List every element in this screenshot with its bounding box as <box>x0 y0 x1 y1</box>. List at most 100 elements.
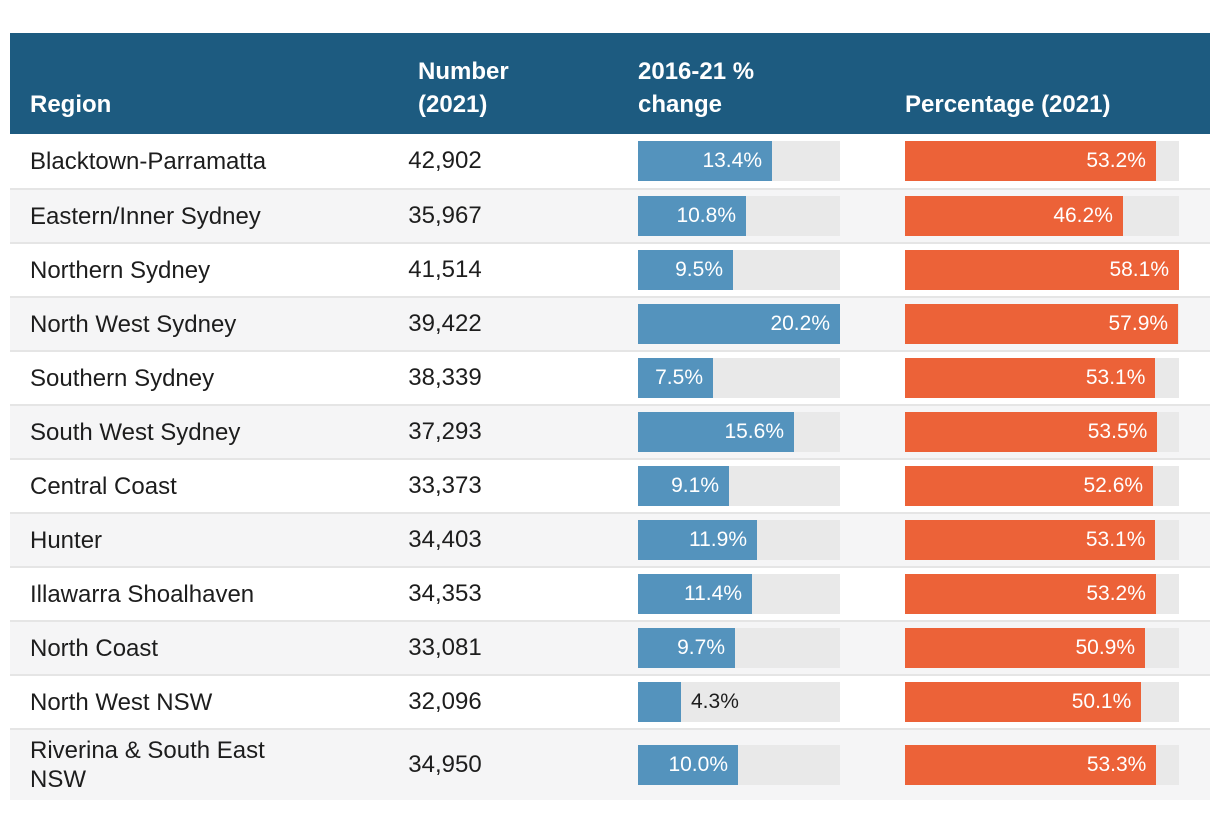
percentage-bar: 58.1% <box>905 250 1179 290</box>
table-row: North West NSW 32,096 4.3% 50.1% <box>10 674 1210 728</box>
number-value: 34,950 <box>408 751 482 778</box>
number-value: 33,081 <box>408 634 482 661</box>
number-value: 37,293 <box>408 418 482 445</box>
percentage-bar-track: 53.1% <box>905 358 1179 398</box>
percentage-bar-label: 50.9% <box>1075 636 1136 659</box>
table-header-row: Region Number (2021) 2016-21 % change Pe… <box>10 33 1210 134</box>
change-bar: 9.5% <box>638 250 733 290</box>
change-bar-track: 4.3% <box>638 682 840 722</box>
change-bar-label: 10.0% <box>668 753 728 776</box>
change-bar-track: 11.4% <box>638 574 840 614</box>
table-row: Southern Sydney 38,339 7.5% 53.1% <box>10 350 1210 404</box>
percentage-bar-track: 50.1% <box>905 682 1179 722</box>
number-value: 34,403 <box>408 526 482 553</box>
region-name: North West NSW <box>30 688 213 716</box>
table-body: Blacktown-Parramatta 42,902 13.4% 53.2% … <box>10 134 1210 800</box>
table-row: Hunter 34,403 11.9% 53.1% <box>10 512 1210 566</box>
table-row: Northern Sydney 41,514 9.5% 58.1% <box>10 242 1210 296</box>
number-value: 42,902 <box>408 147 482 174</box>
change-bar-label: 11.9% <box>689 528 747 551</box>
percentage-bar-label: 53.3% <box>1086 753 1147 776</box>
region-name: Northern Sydney <box>30 256 211 284</box>
number-value: 35,967 <box>408 202 482 229</box>
table-row: Riverina & South East NSW 34,950 10.0% 5… <box>10 728 1210 800</box>
table-row: North West Sydney 39,422 20.2% 57.9% <box>10 296 1210 350</box>
percentage-bar-track: 53.5% <box>905 412 1179 452</box>
change-bar: 11.9% <box>638 520 757 560</box>
table-row: North Coast 33,081 9.7% 50.9% <box>10 620 1210 674</box>
change-bar-label: 13.4% <box>702 149 762 172</box>
percentage-bar-track: 58.1% <box>905 250 1179 290</box>
change-bar-track: 9.7% <box>638 628 840 668</box>
change-bar-label: 11.4% <box>684 582 742 605</box>
change-bar-track: 13.4% <box>638 141 840 181</box>
region-name: Blacktown-Parramatta <box>30 147 267 175</box>
region-name: Riverina & South East NSW <box>30 737 265 793</box>
percentage-bar-track: 53.1% <box>905 520 1179 560</box>
header-change: 2016-21 % change <box>638 58 755 118</box>
percentage-bar: 53.5% <box>905 412 1158 452</box>
percentage-bar: 53.1% <box>905 520 1156 560</box>
percentage-bar-track: 50.9% <box>905 628 1179 668</box>
region-name: Eastern/Inner Sydney <box>30 202 261 230</box>
header-number: Number (2021) <box>418 58 509 118</box>
change-bar-label: 7.5% <box>655 366 703 389</box>
change-bar-track: 9.5% <box>638 250 840 290</box>
percentage-bar-track: 52.6% <box>905 466 1179 506</box>
percentage-bar: 46.2% <box>905 196 1123 236</box>
region-name: Southern Sydney <box>30 364 215 392</box>
table-row: Illawarra Shoalhaven 34,353 11.4% 53.2% <box>10 566 1210 620</box>
region-name: Illawarra Shoalhaven <box>30 580 255 608</box>
change-bar: 10.0% <box>638 745 738 785</box>
change-bar: 13.4% <box>638 141 772 181</box>
percentage-bar-track: 46.2% <box>905 196 1179 236</box>
percentage-bar-track: 57.9% <box>905 304 1179 344</box>
change-bar-label: 20.2% <box>770 312 830 335</box>
percentage-bar-track: 53.2% <box>905 574 1179 614</box>
number-value: 34,353 <box>408 580 482 607</box>
number-value: 32,096 <box>408 688 482 715</box>
change-bar: 20.2% <box>638 304 840 344</box>
change-bar: 10.8% <box>638 196 746 236</box>
number-value: 38,339 <box>408 364 482 391</box>
change-bar-label: 4.3% <box>691 690 739 713</box>
number-value: 41,514 <box>408 256 482 283</box>
change-bar: 7.5% <box>638 358 713 398</box>
change-bar-label: 10.8% <box>676 204 736 227</box>
change-bar: 15.6% <box>638 412 794 452</box>
percentage-bar-label: 50.1% <box>1071 690 1132 713</box>
percentage-bar: 53.1% <box>905 358 1156 398</box>
header-region: Region <box>30 91 112 118</box>
percentage-bar: 53.2% <box>905 574 1156 614</box>
table-row: Central Coast 33,373 9.1% 52.6% <box>10 458 1210 512</box>
percentage-bar-label: 53.2% <box>1086 149 1146 172</box>
change-bar-track: 11.9% <box>638 520 840 560</box>
percentage-bar-track: 53.3% <box>905 745 1179 785</box>
region-name: Central Coast <box>30 472 177 500</box>
regions-data-table: Region Number (2021) 2016-21 % change Pe… <box>10 33 1210 800</box>
percentage-bar-label: 58.1% <box>1109 258 1169 281</box>
percentage-bar: 50.9% <box>905 628 1146 668</box>
change-bar-track: 9.1% <box>638 466 840 506</box>
percentage-bar-label: 53.2% <box>1086 582 1146 605</box>
percentage-bar-label: 53.1% <box>1085 528 1146 551</box>
change-bar-track: 20.2% <box>638 304 840 344</box>
change-bar: 11.4% <box>638 574 752 614</box>
region-name: South West Sydney <box>30 418 241 446</box>
percentage-bar: 52.6% <box>905 466 1154 506</box>
percentage-bar-label: 46.2% <box>1053 204 1113 227</box>
change-bar: 4.3% <box>638 682 739 722</box>
percentage-bar-track: 53.2% <box>905 141 1179 181</box>
region-name: North West Sydney <box>30 310 237 338</box>
change-bar-label: 15.6% <box>724 420 784 443</box>
percentage-bar: 53.3% <box>905 745 1157 785</box>
region-name: Hunter <box>30 526 103 554</box>
change-bar: 9.7% <box>638 628 735 668</box>
percentage-bar: 57.9% <box>905 304 1179 344</box>
percentage-bar-label: 53.5% <box>1087 420 1148 443</box>
percentage-bar-label: 57.9% <box>1108 312 1169 335</box>
percentage-bar: 50.1% <box>905 682 1142 722</box>
change-bar: 9.1% <box>638 466 729 506</box>
change-bar-label: 9.1% <box>671 474 719 497</box>
table-row: Blacktown-Parramatta 42,902 13.4% 53.2% <box>10 134 1210 188</box>
